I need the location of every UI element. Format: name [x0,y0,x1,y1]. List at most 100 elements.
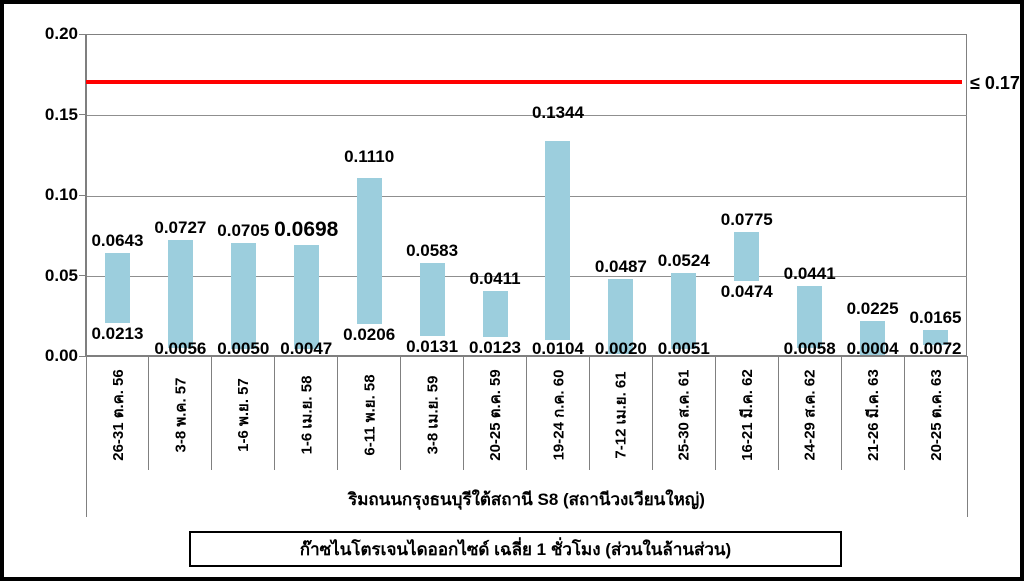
y-tick-mark [79,275,86,276]
category-label: 26-31 ต.ค. 56 [86,359,149,471]
min-value-label: 0.0004 [846,339,899,358]
y-tick-label: 0.05 [44,265,78,285]
min-value-label: 0.0056 [154,339,207,358]
min-value-label: 0.0474 [720,281,773,301]
category-label-text: 1-6 พ.ย. 57 [235,378,253,452]
max-value-label: 0.0727 [154,217,207,237]
category-label-text: 7-12 เม.ย. 61 [612,371,630,459]
category-label-text: 19-24 ก.ค. 60 [549,369,567,461]
range-bar [608,278,634,354]
chart-title: ก๊าซไนโตรเจนไดออกไซด์ เฉลี่ย 1 ชั่วโมง (… [299,539,732,559]
min-value-label: 0.0072 [909,339,962,358]
category-label: 16-21 มี.ค. 62 [715,359,778,471]
category-label: 20-25 ต.ค. 59 [464,359,527,471]
max-value-label: 0.0775 [720,210,773,230]
column-separator [211,356,213,470]
column-separator [337,356,339,470]
max-value-label: 0.0411 [469,268,521,288]
plot-area: 0.0643 0.0213 0.0727 0.0056 0.0705 0.0050 0.06… [86,34,967,358]
max-value-label: 0.0583 [406,241,459,261]
y-tick-mark [79,194,86,196]
max-value-label: 0.0487 [594,256,647,276]
range-bar [860,320,886,357]
max-value-label: 0.0524 [657,250,710,270]
y-tick-label: 0.15 [44,104,78,124]
category-label: 19-24 ก.ค. 60 [527,359,590,471]
limit-line [86,80,962,85]
max-value-label: 0.0165 [909,308,962,328]
category-label: 3-8 เม.ย. 59 [401,359,464,471]
range-bar [104,253,130,323]
category-label: 1-6 พ.ย. 57 [212,359,275,471]
range-bar [419,263,445,336]
column-separator [651,356,653,470]
y-tick-label: 0.10 [44,185,78,204]
gridline [86,195,967,197]
min-value-label: 0.0206 [343,324,396,344]
range-bar [797,285,823,348]
column-separator [463,356,465,470]
y-tick-mark [79,355,86,357]
chart-title-box: ก๊าซไนโตรเจนไดออกไซด์ เฉลี่ย 1 ชั่วโมง (… [189,531,842,567]
y-tick-mark [79,114,86,115]
y-tick-mark [79,33,86,35]
column-separator [274,356,276,470]
category-label-text: 26-31 ต.ค. 56 [109,369,127,461]
column-separator [714,356,716,470]
min-value-label: 0.0058 [783,339,836,358]
category-label: 1-6 เม.ย. 58 [275,359,338,471]
range-bar [230,243,256,349]
max-value-label: 0.0698 [274,217,339,241]
min-value-label: 0.0104 [531,339,584,358]
range-bar [545,140,571,341]
column-separator [903,356,905,470]
range-bar [356,178,382,324]
min-value-label: 0.0123 [469,338,522,358]
gridline [86,276,967,277]
category-label-text: 20-25 ต.ค. 63 [927,369,945,461]
max-value-label: 0.0643 [91,231,144,251]
category-label: 21-26 มี.ค. 63 [841,359,904,471]
y-tick-label: 0.00 [44,346,78,365]
range-bar [482,290,508,338]
max-value-label: 0.0705 [217,221,270,241]
column-separator [85,356,87,517]
min-value-label: 0.0131 [406,336,459,356]
max-value-label: 0.1110 [344,147,395,167]
limit-value-label: ≤ 0.17 [970,73,1020,93]
range-bar [671,272,697,349]
column-separator [588,356,590,470]
min-value-label: 0.0047 [280,339,333,358]
y-axis-line [85,34,87,356]
category-label-text: 1-6 เม.ย. 58 [298,375,316,455]
range-bar [923,330,949,346]
min-value-label: 0.0051 [657,339,710,358]
category-label: 20-25 ต.ค. 63 [904,359,967,471]
category-label-text: 24-29 ส.ค. 62 [801,369,819,461]
range-bar [734,232,760,281]
category-label-text: 6-11 พ.ย. 58 [361,374,379,456]
gridline [86,115,967,116]
category-label: 7-12 เม.ย. 61 [589,359,652,471]
min-value-label: 0.0020 [594,339,647,358]
range-bar [167,239,193,348]
category-label-text: 16-21 มี.ค. 62 [738,369,756,461]
column-separator [400,356,402,470]
category-label-text: 20-25 ต.ค. 59 [487,369,505,461]
x-axis-line [86,355,967,357]
column-separator [777,356,779,470]
category-label-text: 21-26 มี.ค. 63 [864,369,882,461]
range-bar [293,244,319,350]
column-separator [148,356,150,470]
column-separator [526,356,527,470]
min-value-label: 0.0050 [217,339,270,358]
min-value-label: 0.0213 [91,323,144,343]
max-value-label: 0.0441 [783,263,836,283]
category-label: 25-30 ส.ค. 61 [652,359,715,471]
max-value-label: 0.1344 [531,102,584,122]
column-separator [966,356,968,517]
column-separator [840,356,842,470]
category-label: 24-29 ส.ค. 62 [778,359,841,471]
category-label-text: 3-8 พ.ค. 57 [172,377,190,453]
